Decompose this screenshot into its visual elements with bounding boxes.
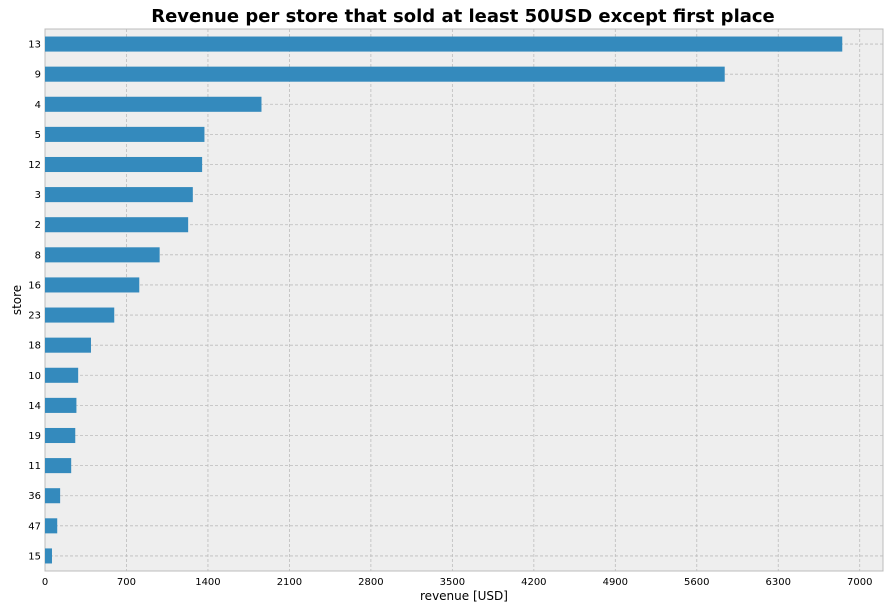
plot-area <box>44 28 884 572</box>
bar-store-8 <box>45 247 160 263</box>
bar-store-14 <box>45 397 77 413</box>
bar-store-47 <box>45 518 58 534</box>
bar-store-3 <box>45 187 193 203</box>
x-tick-label: 7000 <box>847 577 872 588</box>
bar-store-9 <box>45 66 725 82</box>
bar-store-2 <box>45 217 189 233</box>
bar-store-4 <box>45 96 262 112</box>
x-tick-label: 2800 <box>358 577 383 588</box>
bar-store-16 <box>45 277 140 293</box>
bar-store-11 <box>45 458 72 474</box>
bars <box>45 36 843 564</box>
bar-store-12 <box>45 156 203 173</box>
bar-store-13 <box>45 36 843 52</box>
y-axis-ticks: 13 9 4 5 12 3 2 8 16 23 18 10 14 19 11 36 47 15 <box>28 40 41 563</box>
y-tick-label: 16 <box>28 280 41 291</box>
bar-store-15 <box>45 548 52 564</box>
y-tick-label: 14 <box>28 401 41 412</box>
y-tick-label: 19 <box>28 431 41 442</box>
x-tick-label: 6300 <box>766 577 791 588</box>
x-tick-label: 2100 <box>277 577 302 588</box>
y-tick-label: 5 <box>35 130 41 141</box>
y-tick-label: 2 <box>35 220 41 231</box>
y-tick-label: 3 <box>35 190 41 201</box>
y-tick-label: 15 <box>28 551 41 562</box>
y-axis-label: store <box>10 285 24 315</box>
x-tick-label: 4900 <box>603 577 628 588</box>
bar-store-36 <box>45 488 61 504</box>
bar-store-19 <box>45 427 76 444</box>
y-tick-label: 10 <box>28 371 41 382</box>
y-tick-label: 47 <box>28 521 41 532</box>
grid-lines <box>44 29 883 571</box>
x-tick-label: 700 <box>117 577 136 588</box>
x-tick-label: 0 <box>42 577 48 588</box>
bar-store-18 <box>45 337 91 353</box>
y-tick-label: 18 <box>28 341 41 352</box>
x-axis-ticks: 0 700 1400 2100 2800 3500 4200 4900 5600 6300 7000 <box>42 577 873 588</box>
y-tick-label: 12 <box>28 160 41 171</box>
bar-store-23 <box>45 307 115 323</box>
bar-store-10 <box>45 367 79 383</box>
x-tick-label: 1400 <box>195 577 220 588</box>
x-tick-label: 3500 <box>440 577 465 588</box>
y-tick-label: 11 <box>28 461 41 472</box>
y-tick-label: 23 <box>28 311 41 322</box>
y-tick-label: 8 <box>35 250 41 261</box>
x-axis-label: revenue [USD] <box>420 589 508 603</box>
x-tick-label: 4200 <box>521 577 546 588</box>
y-tick-label: 4 <box>35 100 41 111</box>
y-tick-label: 13 <box>28 40 41 51</box>
chart-title: Revenue per store that sold at least 50U… <box>151 6 775 27</box>
bar-store-5 <box>45 126 205 142</box>
x-tick-label: 5600 <box>684 577 709 588</box>
y-tick-label: 9 <box>35 70 41 81</box>
y-tick-label: 36 <box>28 491 41 502</box>
